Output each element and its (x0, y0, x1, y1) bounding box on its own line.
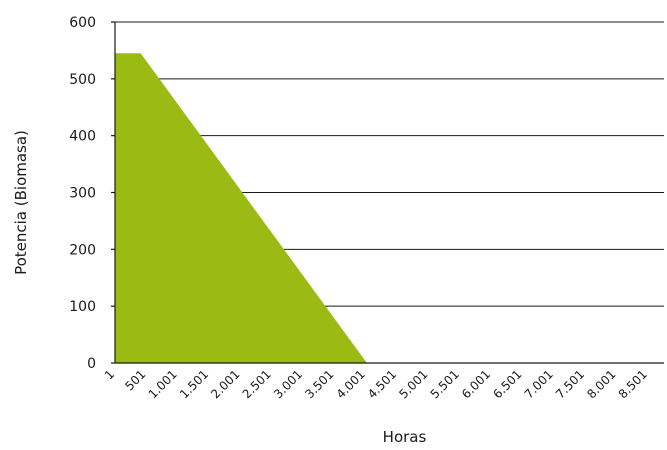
x-tick-label-1001: 1.001 (146, 367, 180, 401)
x-tick-label-501: 501 (122, 367, 148, 393)
x-tick-label-2001: 2.001 (208, 367, 242, 401)
y-tick-label-600: 600 (69, 15, 96, 31)
x-tick-label-6501: 6.501 (490, 367, 524, 401)
x-tick-label-8501: 8.501 (616, 367, 650, 401)
y-tick-label-500: 500 (69, 72, 96, 88)
y-tick-label-100: 100 (69, 299, 96, 315)
y-axis-ticks: 0 100 200 300 400 500 600 (69, 15, 115, 372)
x-tick-label-1501: 1.501 (177, 367, 211, 401)
y-axis-title: Potencia (Biomasa) (12, 130, 30, 275)
x-tick-label-8001: 8.001 (584, 367, 618, 401)
x-tick-label-3501: 3.501 (302, 367, 336, 401)
x-axis-title: Horas (383, 428, 427, 446)
area-series-0 (115, 53, 367, 364)
x-axis-ticks: 1 5011.0011.5012.0012.5013.0013.5014.0014… (102, 367, 650, 401)
x-tick-label-5501: 5.501 (428, 367, 462, 401)
y-tick-label-300: 300 (69, 186, 96, 202)
y-tick-label-400: 400 (69, 129, 96, 145)
x-tick-label-2501: 2.501 (240, 367, 274, 401)
x-tick-label-1: 1 (102, 367, 117, 382)
area-series (115, 53, 367, 364)
x-tick-label-3001: 3.001 (271, 367, 305, 401)
x-tick-label-4001: 4.001 (334, 367, 368, 401)
x-tick-label-6001: 6.001 (459, 367, 493, 401)
x-tick-label-7001: 7.001 (522, 367, 556, 401)
x-tick-label-4501: 4.501 (365, 367, 399, 401)
y-tick-label-200: 200 (69, 242, 96, 258)
x-tick-label-7501: 7.501 (553, 367, 587, 401)
y-tick-label-0: 0 (87, 356, 96, 372)
x-tick-label-5001: 5.001 (396, 367, 430, 401)
